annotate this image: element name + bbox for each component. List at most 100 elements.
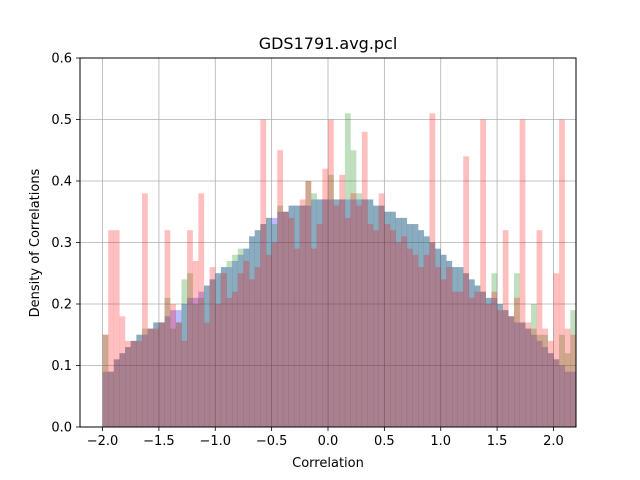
histogram-bar [136, 334, 143, 427]
histogram-bar [282, 211, 289, 427]
histogram-bar [525, 328, 532, 427]
histogram-bar [564, 353, 571, 427]
histogram-bar [395, 217, 402, 427]
histogram-bar [266, 217, 272, 427]
histogram-bar [204, 322, 210, 427]
histogram-bar [339, 199, 346, 427]
histogram-bar [175, 322, 182, 427]
histogram-bar [333, 199, 340, 427]
histogram-bar [333, 205, 340, 427]
histogram-bar [113, 359, 120, 427]
histogram-bar [474, 285, 481, 427]
histogram-bar [559, 365, 565, 427]
histogram-bar [125, 347, 131, 427]
histogram-bar [474, 285, 481, 427]
histogram-bar [502, 310, 509, 427]
x-tick-label: −0.5 [256, 434, 288, 449]
histogram-bar [209, 279, 216, 427]
histogram-bar [457, 291, 464, 427]
histogram-bar [220, 267, 227, 427]
histogram-bar [356, 193, 362, 427]
histogram-bar [418, 267, 424, 427]
histogram-bar [570, 310, 577, 427]
histogram-bar [463, 273, 470, 427]
histogram-bar [412, 224, 419, 427]
histogram-bar [406, 224, 413, 427]
histogram-bar [485, 297, 492, 427]
x-tick-label: −1.5 [143, 434, 175, 449]
histogram-bar [108, 371, 114, 427]
histogram-bar [299, 205, 306, 427]
histogram-bar [294, 248, 300, 427]
histogram-bar [170, 328, 176, 427]
histogram-bar [497, 310, 503, 427]
histogram-bar [553, 359, 560, 427]
histogram-bar [136, 340, 143, 427]
histogram-bar [502, 230, 509, 427]
y-tick-label: 0.0 [51, 421, 72, 436]
histogram-bar [339, 174, 346, 427]
histogram-bar [406, 248, 413, 427]
histogram-bar [164, 230, 171, 427]
histogram-bar [536, 340, 543, 427]
histogram-bar [288, 205, 295, 427]
histogram-bar [429, 113, 436, 427]
histogram-bar [497, 304, 503, 427]
histogram-bar [175, 322, 182, 427]
histogram-bar [485, 304, 492, 427]
histogram-bar [514, 273, 520, 427]
histogram-bar [232, 291, 238, 427]
histogram-bar [514, 297, 520, 427]
histogram-bar [361, 131, 368, 428]
histogram-bar [102, 334, 109, 427]
histogram-bar [452, 291, 458, 427]
histogram-bar [102, 334, 109, 427]
histogram-bar [384, 224, 391, 427]
histogram-bar [282, 211, 289, 427]
histogram-bar [187, 230, 193, 427]
histogram-bar [463, 156, 470, 427]
histogram-bar [418, 230, 424, 427]
histogram-bar [514, 322, 520, 427]
histogram-bar [373, 205, 379, 427]
histogram-bar [344, 113, 351, 427]
histogram-bar [192, 297, 199, 427]
histogram-bar [254, 230, 261, 427]
x-tick-label: 0.0 [318, 434, 339, 449]
histogram-bar [412, 254, 419, 427]
histogram-bar [502, 310, 509, 427]
histogram-bar [215, 273, 222, 427]
histogram-bar [553, 273, 560, 427]
histogram-bar [108, 230, 114, 427]
histogram-bar [390, 211, 396, 427]
histogram-bar [153, 322, 160, 427]
histogram-bar [158, 322, 165, 427]
histogram-bar [311, 199, 317, 427]
histogram-bar [192, 304, 199, 427]
histogram-bar [508, 316, 515, 427]
histogram-bar [204, 285, 210, 427]
histogram-bar [547, 353, 554, 427]
histogram-bar [497, 304, 503, 427]
histogram-bar [170, 310, 176, 427]
histogram-bar [457, 267, 464, 427]
y-tick-label: 0.3 [51, 236, 72, 251]
histogram-bar [530, 328, 537, 427]
histogram-bar [361, 199, 368, 427]
histogram-bar [316, 199, 323, 427]
histogram-bar [356, 199, 362, 427]
histogram-bar [480, 291, 486, 427]
y-tick-label: 0.1 [51, 359, 72, 374]
histogram-bar [401, 217, 408, 427]
histogram-bar [570, 334, 577, 427]
histogram-bar [536, 230, 543, 427]
histogram-bar [564, 371, 571, 427]
histogram-bar [288, 217, 295, 427]
histogram-bar [305, 181, 312, 427]
histogram-bar [446, 260, 453, 427]
histogram-bar [525, 322, 532, 427]
histogram-bar [187, 273, 193, 427]
histogram-bar [142, 334, 148, 427]
histogram-bar [542, 328, 548, 427]
histogram-bar [294, 205, 300, 427]
